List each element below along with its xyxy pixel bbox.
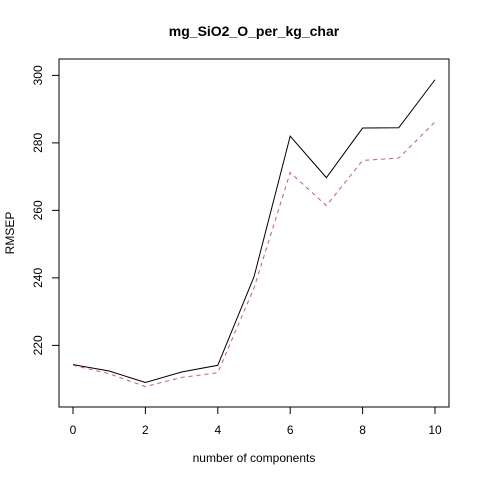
y-axis-label: RMSEP bbox=[3, 212, 17, 255]
y-tick-label: 300 bbox=[31, 65, 45, 85]
chart-title: mg_SiO2_O_per_kg_char bbox=[169, 23, 340, 39]
x-tick-label: 6 bbox=[287, 423, 294, 437]
x-axis-label: number of components bbox=[193, 451, 316, 465]
series-line-solid bbox=[72, 79, 436, 384]
x-axis: 0 2 4 6 8 10 bbox=[70, 406, 442, 437]
y-tick-label: 220 bbox=[31, 335, 45, 355]
y-axis: 220 240 260 280 300 bbox=[31, 65, 60, 355]
x-tick-label: 10 bbox=[428, 423, 442, 437]
x-tick-label: 0 bbox=[70, 423, 77, 437]
y-tick-label: 240 bbox=[31, 268, 45, 288]
x-tick-label: 8 bbox=[359, 423, 366, 437]
x-tick-label: 2 bbox=[142, 423, 149, 437]
y-tick-label: 260 bbox=[31, 200, 45, 220]
series-layer bbox=[72, 79, 436, 388]
y-tick-label: 280 bbox=[31, 133, 45, 153]
x-tick-label: 4 bbox=[214, 423, 221, 437]
series-line-dashed bbox=[72, 121, 436, 388]
